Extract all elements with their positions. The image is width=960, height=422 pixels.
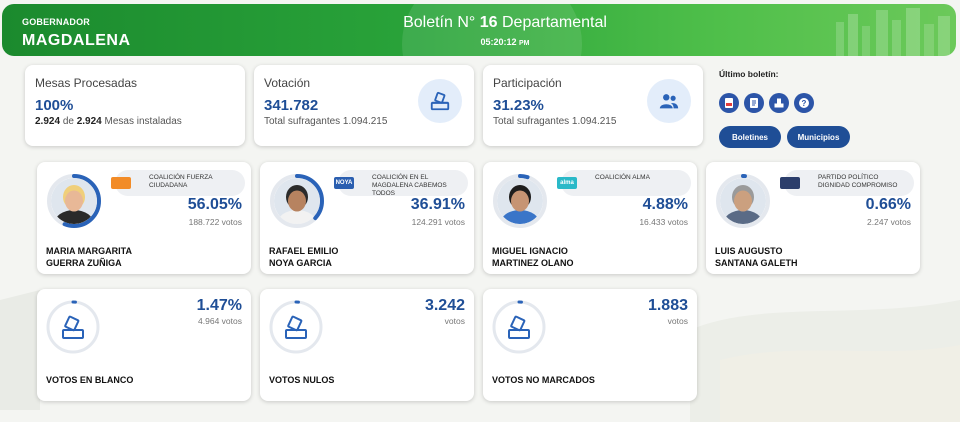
last-bulletin-title: Último boletín: — [719, 69, 779, 79]
stat-card-votacion: Votación 341.782 Total sufragantes 1.094… — [254, 65, 474, 146]
party-badge: PARTIDO POLÍTICO DIGNIDAD COMPROMISO — [780, 170, 914, 196]
stat-title: Participación — [493, 76, 562, 90]
other-votes-label: VOTOS NULOS — [269, 375, 335, 385]
party-name: COALICIÓN EN EL MAGDALENA CABEMOS TODOS — [372, 174, 447, 197]
other-votes-sub: 4.964 votos — [198, 316, 242, 326]
stat-subtitle: Total sufragantes 1.094.215 — [493, 116, 617, 127]
candidate-card[interactable]: alma COALICIÓN ALMA 4.88% 16.433 votos M… — [483, 162, 697, 274]
candidate-votes: 2.247 votos — [867, 217, 911, 227]
people-icon — [647, 79, 691, 123]
progress-ring — [46, 300, 100, 354]
candidate-percent: 36.91% — [410, 196, 465, 213]
progress-ring — [493, 174, 547, 228]
stat-title: Votación — [264, 76, 311, 90]
party-badge: COALICIÓN FUERZA CIUDADANA — [111, 170, 245, 196]
candidate-name: LUIS AUGUSTO SANTANA GALETH — [715, 246, 798, 268]
party-logo — [780, 177, 800, 189]
last-bulletin-icons: ? — [719, 93, 814, 113]
city-skyline-decoration — [836, 8, 950, 56]
candidate-votes: 124.291 votos — [411, 217, 465, 227]
other-votes-value: 3.242 — [424, 297, 465, 314]
municipalities-button[interactable]: Municipios — [787, 126, 850, 148]
party-name: COALICIÓN FUERZA CIUDADANA — [149, 174, 213, 189]
stat-title: Mesas Procesadas — [35, 76, 138, 90]
ballot-box-icon — [46, 300, 100, 354]
stat-card-mesas: Mesas Procesadas 100% 2.924 de 2.924 Mes… — [25, 65, 245, 146]
candidate-avatar — [270, 174, 324, 228]
candidate-votes: 16.433 votos — [639, 217, 688, 227]
svg-text:?: ? — [802, 99, 807, 108]
stat-subtitle: Total sufragantes 1.094.215 — [264, 116, 388, 127]
candidate-percent: 0.66% — [865, 196, 911, 213]
other-votes-label: VOTOS NO MARCADOS — [492, 375, 595, 385]
other-votes-card[interactable]: 1.47% 4.964 votos VOTOS EN BLANCO — [37, 289, 251, 401]
ballot-box-icon — [418, 79, 462, 123]
candidate-avatar — [716, 174, 770, 228]
stat-value: 31.23% — [493, 97, 544, 114]
candidate-avatar — [47, 174, 101, 228]
department-name: MAGDALENA — [22, 32, 131, 49]
stat-value: 341.782 — [264, 97, 319, 114]
other-votes-sub: votos — [667, 316, 688, 326]
progress-ring — [716, 174, 770, 228]
candidate-votes: 188.722 votos — [188, 217, 242, 227]
progress-ring — [492, 300, 546, 354]
other-votes-label: VOTOS EN BLANCO — [46, 375, 134, 385]
other-votes-card[interactable]: 3.242 votos VOTOS NULOS — [260, 289, 474, 401]
candidate-avatar — [493, 174, 547, 228]
candidate-name: RAFAEL EMILIO NOYA GARCIA — [269, 246, 339, 268]
candidate-card[interactable]: NOYA COALICIÓN EN EL MAGDALENA CABEMOS T… — [260, 162, 474, 274]
stat-card-participacion: Participación 31.23% Total sufragantes 1… — [483, 65, 703, 146]
candidate-card[interactable]: COALICIÓN FUERZA CIUDADANA 56.05% 188.72… — [37, 162, 251, 274]
party-logo: NOYA — [334, 177, 354, 189]
bulletin-time: 05:20:12 PM — [480, 37, 530, 47]
party-badge: NOYA COALICIÓN EN EL MAGDALENA CABEMOS T… — [334, 170, 468, 197]
ballot-box-icon — [492, 300, 546, 354]
header-bar: GOBERNADOR MAGDALENA Boletín N° 16 Depar… — [2, 4, 956, 56]
party-name: PARTIDO POLÍTICO DIGNIDAD COMPROMISO — [818, 174, 898, 189]
help-icon[interactable]: ? — [794, 93, 814, 113]
party-name: COALICIÓN ALMA — [595, 174, 650, 181]
candidate-percent: 4.88% — [642, 196, 688, 213]
stat-subtitle: 2.924 de 2.924 Mesas instaladas — [35, 116, 182, 127]
candidate-name: MARIA MARGARITA GUERRA ZUÑIGA — [46, 246, 132, 268]
progress-ring — [270, 174, 324, 228]
candidate-card[interactable]: PARTIDO POLÍTICO DIGNIDAD COMPROMISO 0.6… — [706, 162, 920, 274]
candidate-name: MIGUEL IGNACIO MARTINEZ OLANO — [492, 246, 574, 268]
other-votes-value: 1.883 — [647, 297, 688, 314]
other-votes-value: 1.47% — [196, 297, 242, 314]
office-label: GOBERNADOR — [22, 17, 91, 27]
other-votes-card[interactable]: 1.883 votos VOTOS NO MARCADOS — [483, 289, 697, 401]
party-badge: alma COALICIÓN ALMA — [557, 170, 691, 196]
party-logo: alma — [557, 177, 577, 189]
candidate-percent: 56.05% — [187, 196, 242, 213]
ballot-box-icon — [269, 300, 323, 354]
ballot-box-icon[interactable] — [769, 93, 789, 113]
bulletin-title: Boletín N° 16 Departamental — [403, 14, 607, 31]
bulletins-button[interactable]: Boletines — [719, 126, 781, 148]
progress-ring — [47, 174, 101, 228]
document-icon[interactable] — [744, 93, 764, 113]
other-votes-sub: votos — [444, 316, 465, 326]
progress-ring — [269, 300, 323, 354]
party-logo — [111, 177, 131, 189]
pdf-icon[interactable] — [719, 93, 739, 113]
stat-value: 100% — [35, 97, 74, 114]
